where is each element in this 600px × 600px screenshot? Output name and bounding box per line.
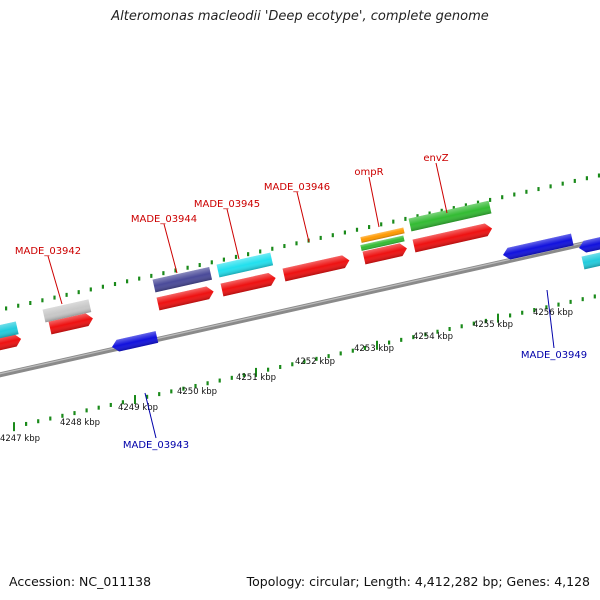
kbp-label: 4249 kbp bbox=[118, 403, 158, 413]
tick-marks bbox=[4, 173, 600, 432]
kbp-label: 4252 kbp bbox=[295, 357, 335, 367]
cds-forward-arrow bbox=[48, 313, 93, 335]
gene-label: MADE_03943 bbox=[123, 440, 189, 451]
cds-forward-arrow bbox=[412, 223, 493, 253]
gene-label: MADE_03946 bbox=[264, 182, 330, 193]
kbp-label: 4251 kbp bbox=[236, 373, 276, 383]
accession-text: Accession: NC_011138 bbox=[9, 574, 152, 589]
gene-leader-line bbox=[435, 162, 448, 214]
kbp-label: 4256 kbp bbox=[533, 308, 573, 318]
genome-backbone bbox=[0, 237, 600, 378]
gene-leader-line bbox=[546, 289, 555, 349]
cog-feature-block bbox=[0, 321, 19, 342]
cog-feature-block bbox=[216, 252, 274, 278]
map-title: Alteromonas macleodii 'Deep ecotype', co… bbox=[111, 9, 489, 24]
gene-leader-line bbox=[47, 255, 63, 305]
topology-text: Topology: circular; Length: 4,412,282 bp… bbox=[246, 574, 590, 589]
gene-label: envZ bbox=[423, 153, 448, 164]
cog-feature-block bbox=[152, 266, 213, 293]
gene-leader-line bbox=[144, 392, 157, 439]
gene-label: MADE_03942 bbox=[15, 246, 81, 257]
gene-leader-line bbox=[226, 208, 240, 260]
genome-backbone-highlight bbox=[0, 238, 600, 375]
cog-feature-block bbox=[42, 299, 92, 323]
cds-reverse-arrow bbox=[503, 233, 574, 260]
kbp-label: 4254 kbp bbox=[413, 332, 453, 342]
label-layer: 4247 kbp 4248 kbp 4249 kbp 4250 kbp 4251 kbp… bbox=[0, 153, 587, 451]
gene-label: MADE_03945 bbox=[194, 199, 260, 210]
gene-label: ompR bbox=[354, 167, 383, 178]
cds-forward-arrow bbox=[362, 243, 407, 265]
cds-reverse-arrow bbox=[112, 331, 159, 352]
kbp-label: 4248 kbp bbox=[60, 418, 100, 428]
gene-leader-line bbox=[296, 191, 310, 243]
kbp-label: 4247 kbp bbox=[0, 434, 40, 444]
kbp-label: 4255 kbp bbox=[473, 320, 513, 330]
kbp-label: 4253 kbp bbox=[354, 344, 394, 354]
gene-label: MADE_03944 bbox=[131, 214, 197, 225]
cds-reverse-arrow bbox=[579, 236, 600, 253]
gene-label: MADE_03949 bbox=[521, 350, 587, 361]
feature-track bbox=[0, 200, 600, 354]
cds-forward-arrow bbox=[282, 255, 350, 282]
cds-forward-arrow bbox=[220, 272, 276, 297]
cog-feature-block bbox=[408, 200, 492, 232]
gene-leader-line bbox=[163, 223, 178, 274]
cds-forward-arrow bbox=[156, 286, 214, 311]
cds-forward-arrow bbox=[0, 333, 22, 354]
cog-feature-block bbox=[581, 251, 600, 270]
kbp-label: 4250 kbp bbox=[177, 387, 217, 397]
cog-feature-block bbox=[360, 235, 405, 251]
cog-feature-block bbox=[360, 227, 405, 243]
gene-leader-line bbox=[368, 176, 380, 228]
